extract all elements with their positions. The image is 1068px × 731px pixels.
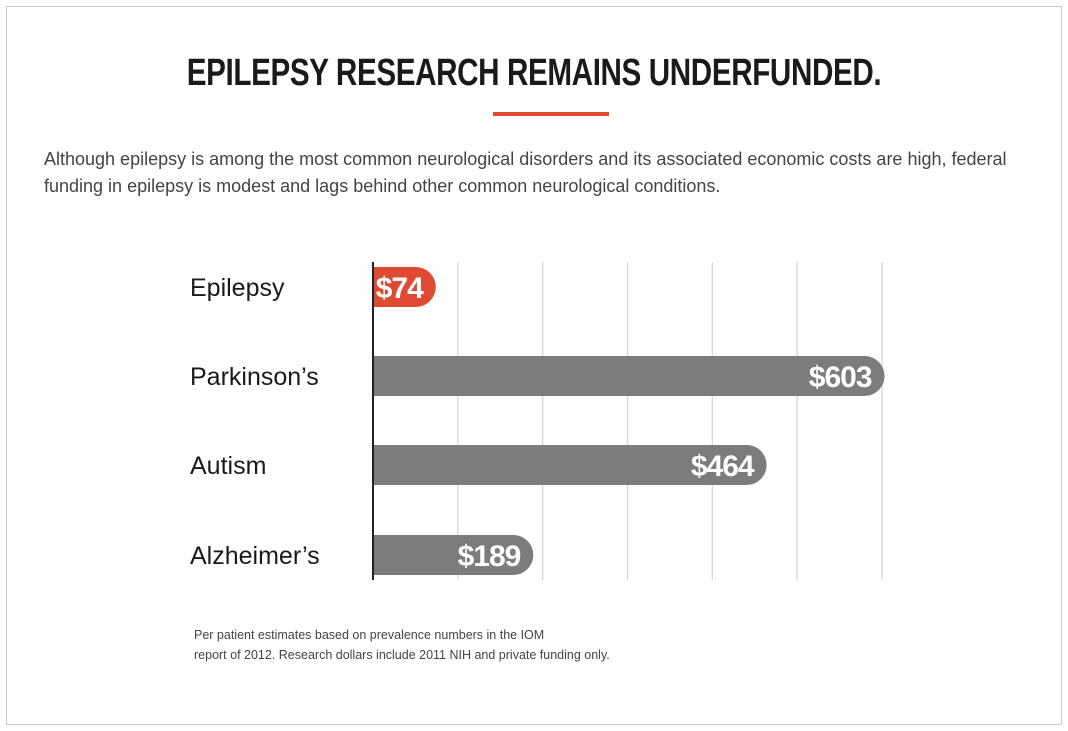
bar [373, 535, 534, 575]
data-label: $189 [458, 540, 521, 573]
chart-subtitle: Although epilepsy is among the most comm… [44, 149, 1007, 196]
footnote-line-1: Per patient estimates based on prevalenc… [194, 628, 545, 642]
bar [373, 445, 767, 485]
bar [373, 267, 436, 307]
category-label: Epilepsy [190, 274, 285, 302]
chart-title: EPILEPSY RESEARCH REMAINS UNDERFUNDED. [186, 52, 882, 94]
category-label: Alzheimer’s [190, 542, 320, 570]
data-label: $464 [691, 450, 755, 483]
title-underline [493, 112, 609, 116]
footnote: Per patient estimates based on prevalenc… [194, 625, 754, 665]
data-label: $74 [376, 272, 424, 305]
bar [373, 356, 885, 397]
footnote-line-2: report of 2012. Research dollars include… [194, 648, 610, 662]
data-label: $603 [809, 361, 872, 394]
category-label: Autism [190, 452, 266, 480]
category-label: Parkinson’s [190, 363, 319, 391]
